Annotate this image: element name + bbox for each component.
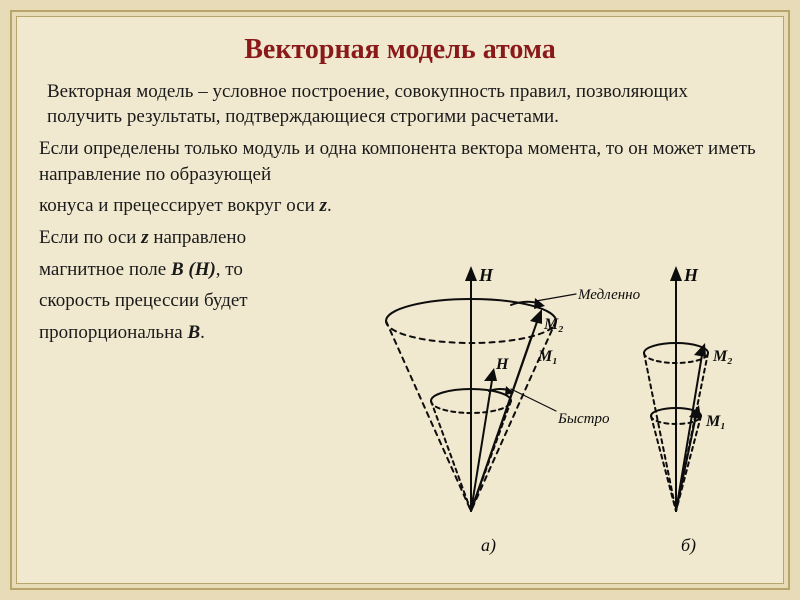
paragraph-definition: Векторная модель – условное построение, … [39, 79, 761, 130]
label-innerH: H [495, 356, 509, 373]
paragraph-moment-1: Если определены только модуль и одна ком… [39, 136, 761, 187]
label-M1-b: M₁ [705, 413, 726, 430]
label-a: a) [481, 535, 496, 556]
text: Если определены только модуль и одна ком… [39, 138, 756, 185]
slide-title: Векторная модель атома [39, 31, 761, 69]
paragraph-field: магнитное поле В (Н), то [39, 257, 354, 283]
label-b: б) [681, 535, 696, 556]
precession-figure: H H M₂ M₁ H M₂ M₁ Медленно Быстро a) б) [361, 261, 761, 561]
text: . [200, 322, 205, 343]
text: магнитное поле [39, 259, 171, 280]
text: пропорциональна [39, 322, 187, 343]
axis-z: z [320, 195, 327, 216]
text: . [327, 195, 332, 216]
label-H-left: H [478, 265, 494, 285]
label-H-right: H [683, 265, 699, 285]
text: конуса и прецессирует вокруг оси [39, 195, 320, 216]
outer-border: Векторная модель атома Векторная модель … [10, 10, 790, 590]
label-M2-b: M₂ [712, 348, 733, 365]
text: Если по оси [39, 227, 141, 248]
paragraph-proportional: пропорциональна B. [39, 320, 354, 346]
field-B: B [187, 322, 200, 343]
paragraph-axis: Если по оси z направлено [39, 225, 354, 251]
field-BH: В (Н) [171, 259, 216, 280]
text: направлено [149, 227, 247, 248]
figure-svg: H H M₂ M₁ H M₂ M₁ Медленно Быстро a) б) [361, 261, 761, 561]
text: , то [216, 259, 243, 280]
left-text-column: Если по оси z направлено магнитное поле … [39, 225, 354, 346]
axis-z: z [141, 227, 148, 248]
inner-border: Векторная модель атома Векторная модель … [16, 16, 784, 584]
slide-root: Векторная модель атома Векторная модель … [0, 0, 800, 600]
label-slow: Медленно [577, 287, 641, 303]
paragraph-precession: скорость прецессии будет [39, 288, 354, 314]
label-M1-a: M₁ [537, 348, 558, 365]
label-M2-a: M₂ [543, 316, 564, 333]
label-fast: Быстро [557, 411, 610, 427]
paragraph-moment-2: конуса и прецессирует вокруг оси z. [39, 193, 761, 219]
